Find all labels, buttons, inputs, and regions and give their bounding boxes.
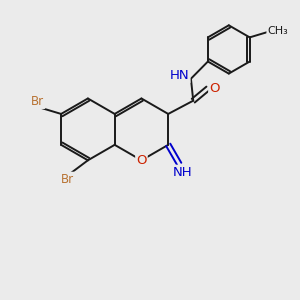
Text: CH₃: CH₃ — [267, 26, 288, 37]
Text: Br: Br — [31, 95, 44, 108]
Text: NH: NH — [172, 166, 192, 179]
Text: O: O — [209, 82, 220, 95]
Text: Br: Br — [61, 172, 74, 186]
Text: HN: HN — [170, 69, 190, 82]
Text: O: O — [136, 154, 147, 167]
